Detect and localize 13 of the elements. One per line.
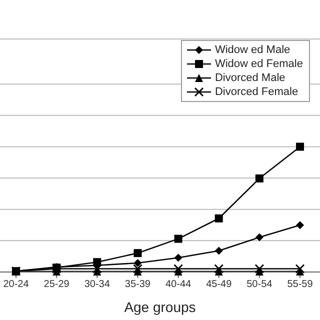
x-tick-label: 40-44 xyxy=(165,279,192,290)
x-tick-label: 30-34 xyxy=(84,279,110,290)
x-tick-label: 35-39 xyxy=(124,279,151,290)
x-axis-title: Age groups xyxy=(124,299,196,315)
legend-label: Widow ed Female xyxy=(214,57,303,71)
x-tick-label: 20-24 xyxy=(3,279,30,290)
legend-label: Divorced Male xyxy=(214,71,286,85)
x-tick-label: 25-29 xyxy=(44,279,70,290)
x-tick-label: 45-49 xyxy=(206,279,232,290)
x-tick-label: 50-54 xyxy=(246,279,273,290)
legend-label: Widow ed Male xyxy=(214,43,290,57)
x-tick-label: 55-59 xyxy=(287,279,314,290)
legend-label: Divorced Female xyxy=(214,85,298,99)
